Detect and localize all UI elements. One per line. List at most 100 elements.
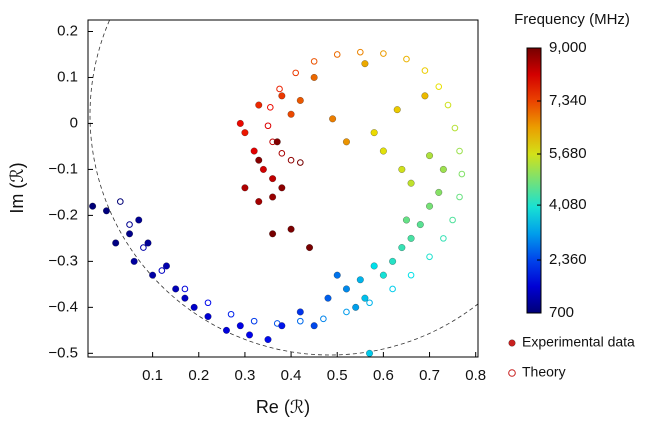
theory-point — [227, 310, 235, 318]
data-point — [296, 308, 304, 316]
theory-point — [357, 48, 364, 56]
theory-point — [158, 267, 166, 274]
colorbar-tick-label: 7,340 — [549, 92, 587, 109]
y-tick-label: −0.3 — [48, 252, 78, 269]
theory-point — [126, 221, 133, 228]
colorbar-tick-label: 4,080 — [549, 196, 587, 213]
data-point — [135, 216, 143, 224]
data-point — [125, 230, 134, 238]
data-point — [89, 202, 97, 210]
legend-label: Experimental data — [522, 334, 635, 350]
data-point — [361, 294, 369, 302]
data-point — [425, 152, 434, 160]
y-tick-label: −0.4 — [48, 298, 78, 315]
colorbar-tick-label: 700 — [549, 304, 574, 321]
data-point — [241, 184, 249, 192]
x-tick-label: 0.5 — [327, 367, 348, 384]
x-axis-label: Re (ℛ) — [256, 397, 310, 417]
theory-point — [264, 122, 272, 130]
data-point — [236, 322, 244, 330]
colorbar — [526, 47, 542, 314]
theory-point — [456, 193, 463, 201]
theory-point — [276, 85, 283, 93]
data-point — [222, 326, 231, 334]
data-point — [435, 188, 443, 196]
data-point — [342, 285, 351, 293]
data-point — [416, 221, 424, 229]
data-point — [310, 73, 318, 82]
theory-point — [435, 83, 443, 90]
theory-point — [297, 159, 304, 166]
data-point — [402, 216, 411, 224]
data-point — [324, 294, 332, 302]
data-point — [255, 101, 263, 109]
y-axis-label: Im (ℛ) — [7, 162, 27, 213]
theory-point — [456, 147, 463, 155]
data-point — [379, 271, 387, 279]
data-point — [236, 119, 244, 127]
data-point — [398, 165, 406, 173]
x-tick-label: 0.4 — [281, 367, 302, 384]
colorbar-tick-label: 9,000 — [549, 39, 587, 56]
data-point — [361, 60, 369, 68]
theory-point — [267, 104, 274, 111]
theory-point — [403, 55, 410, 63]
data-point — [352, 303, 360, 311]
data-point — [278, 184, 286, 192]
data-point — [296, 96, 304, 105]
data-point — [393, 106, 401, 114]
y-tick-label: 0 — [70, 114, 78, 131]
theory-point — [458, 170, 466, 178]
data-point — [407, 179, 415, 187]
data-point — [287, 110, 295, 118]
theory-point — [449, 216, 456, 224]
legend-label: Theory — [522, 364, 566, 380]
data-point — [259, 165, 267, 173]
data-point — [255, 156, 263, 164]
data-point — [264, 335, 272, 344]
theory-point — [181, 285, 189, 293]
data-point — [269, 193, 277, 201]
data-point — [329, 115, 337, 123]
data-point — [333, 271, 341, 279]
theory-point — [310, 58, 318, 65]
data-point — [342, 138, 351, 146]
data-point — [305, 244, 314, 252]
theory-point — [380, 50, 387, 57]
data-point — [425, 202, 434, 210]
theory-point — [451, 124, 459, 132]
theory-point — [366, 299, 373, 307]
theory-point — [440, 235, 447, 242]
theory-point — [333, 51, 341, 58]
data-point — [389, 257, 397, 265]
x-tick-label: 0.6 — [373, 367, 394, 384]
data-point — [356, 276, 364, 284]
data-point — [278, 92, 286, 100]
data-point — [269, 230, 277, 238]
data-point — [310, 322, 318, 330]
theory-point — [320, 315, 327, 323]
data-point — [149, 271, 157, 279]
theory-point — [250, 317, 258, 325]
plot-frame — [87, 19, 479, 358]
data-point — [370, 129, 378, 137]
data-point — [439, 165, 447, 173]
x-tick-label: 0.3 — [234, 367, 255, 384]
theory-point — [204, 299, 212, 307]
legend-marker — [508, 339, 516, 347]
x-tick-label: 0.1 — [142, 367, 163, 384]
colorbar-title: Frequency (MHz) — [514, 11, 630, 28]
data-point — [204, 312, 212, 321]
theory-point — [292, 69, 299, 77]
data-point — [365, 349, 374, 357]
data-point — [273, 138, 281, 146]
y-tick-label: −0.5 — [48, 344, 78, 361]
colorbar-tick-label: 2,360 — [549, 251, 587, 268]
data-point — [370, 262, 378, 270]
data-point — [250, 147, 258, 155]
data-point — [190, 303, 198, 311]
y-tick-label: −0.2 — [48, 206, 78, 223]
theory-point — [297, 317, 304, 325]
data-point — [162, 262, 171, 270]
